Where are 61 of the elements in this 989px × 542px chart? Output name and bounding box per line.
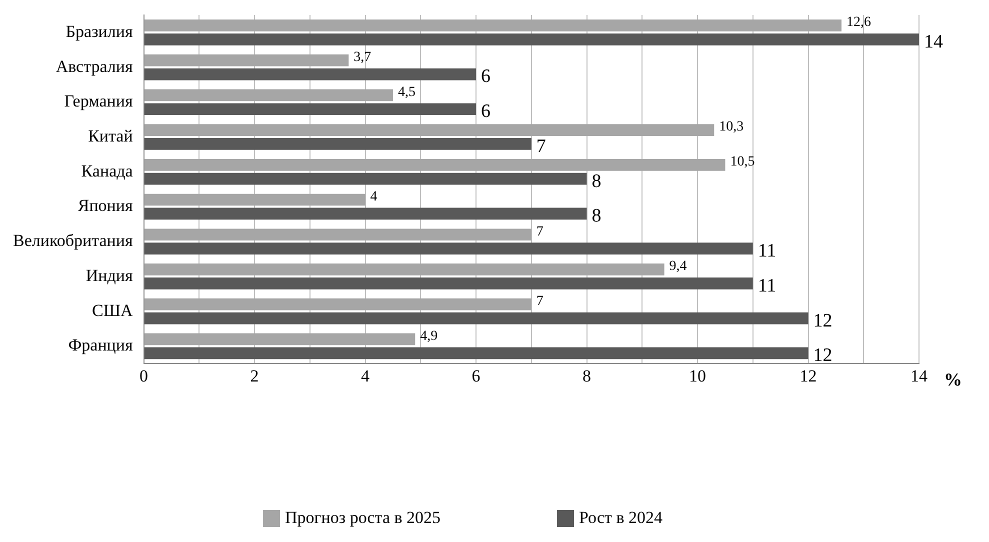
x-tick-label: 14 xyxy=(910,366,928,386)
bar xyxy=(144,333,416,346)
bar xyxy=(144,33,919,46)
data-label: 12 xyxy=(813,345,832,366)
data-label: 4 xyxy=(370,189,378,204)
y-tick-label: США xyxy=(92,300,134,320)
data-label: 14 xyxy=(924,31,944,52)
y-tick-label: Франция xyxy=(68,336,133,355)
data-label: 3,7 xyxy=(354,50,372,65)
x-tick-label: 6 xyxy=(472,366,480,386)
bar xyxy=(144,20,842,32)
bar xyxy=(144,228,532,241)
bar xyxy=(144,208,587,220)
data-label: 6 xyxy=(481,66,491,88)
data-label: 7 xyxy=(536,224,544,240)
bar xyxy=(144,68,476,80)
y-tick-label: Китай xyxy=(88,126,133,146)
y-tick-label: Япония xyxy=(78,196,133,216)
x-tick-label: 10 xyxy=(689,366,706,386)
data-label: 8 xyxy=(592,206,602,227)
bar xyxy=(144,138,532,150)
data-label: 11 xyxy=(758,275,776,296)
x-axis-title: % xyxy=(944,369,962,390)
bar xyxy=(144,277,753,290)
data-label: 12,6 xyxy=(846,15,871,30)
x-tick-label: 8 xyxy=(582,366,592,386)
data-label: 8 xyxy=(592,170,602,192)
data-label: 4,5 xyxy=(398,84,416,100)
bar xyxy=(144,194,366,206)
data-label: 7 xyxy=(536,294,544,310)
y-tick-label: Германия xyxy=(64,92,133,111)
bar xyxy=(144,264,664,276)
bar xyxy=(144,172,587,185)
bar xyxy=(144,124,714,136)
bar xyxy=(144,89,393,102)
bar xyxy=(144,312,808,324)
y-tick-label: Бразилия xyxy=(66,22,133,41)
data-label: 6 xyxy=(481,101,491,122)
bar xyxy=(144,54,349,66)
bar xyxy=(144,158,726,171)
y-tick-label: Индия xyxy=(86,266,133,285)
bar xyxy=(144,242,753,254)
bar xyxy=(144,347,808,360)
y-tick-label: Канада xyxy=(81,161,134,180)
x-tick-label: 12 xyxy=(800,366,817,386)
x-tick-label: 0 xyxy=(140,366,148,386)
data-label: 12 xyxy=(813,310,832,332)
x-tick-label: 2 xyxy=(250,366,259,386)
data-label: 11 xyxy=(758,240,776,262)
x-tick-label: 4 xyxy=(361,366,370,386)
data-label: 10,5 xyxy=(730,154,755,170)
y-tick-label: Австралия xyxy=(56,56,133,76)
bar xyxy=(144,103,476,116)
data-label: 9,4 xyxy=(669,259,687,274)
y-tick-label: Великобритания xyxy=(12,231,133,250)
legend-label: Рост в 2024 xyxy=(579,508,663,527)
legend-label: Прогноз роста в 2025 xyxy=(285,508,441,527)
data-label: 10,3 xyxy=(719,120,744,135)
data-label: 4,9 xyxy=(420,328,438,344)
data-label: 7 xyxy=(536,136,546,157)
bar xyxy=(144,298,532,310)
